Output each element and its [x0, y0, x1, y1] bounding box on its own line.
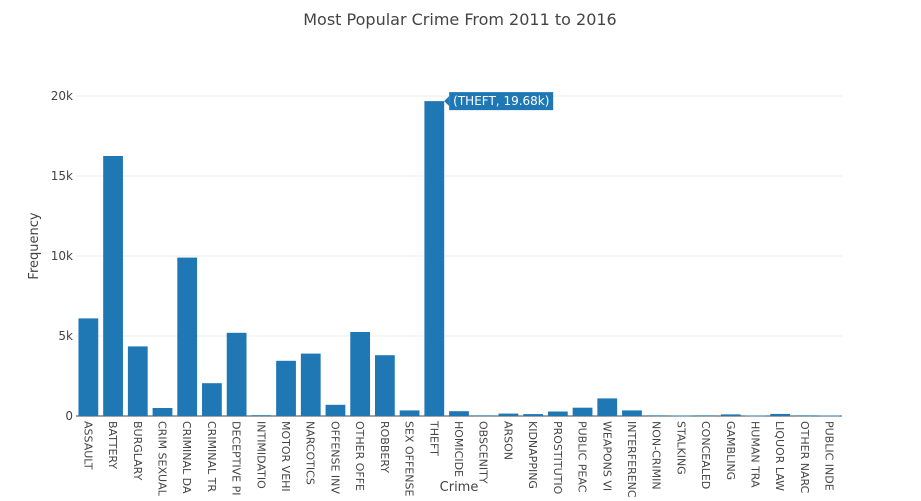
y-tick-label: 5k	[58, 329, 73, 343]
bar-concealed[interactable]	[696, 415, 716, 417]
y-axis-title: Frequency	[27, 212, 42, 279]
bar-battery[interactable]	[103, 156, 123, 416]
x-tick-label: GAMBLING	[724, 421, 737, 480]
x-tick-label: KIDNAPPING	[526, 421, 539, 489]
x-tick-label: THEFT	[427, 420, 440, 456]
y-tick-label: 15k	[51, 169, 73, 183]
bar-robbery[interactable]	[374, 355, 395, 416]
bar-kidnapping[interactable]	[523, 414, 544, 416]
bar-deceptive-pi[interactable]	[226, 332, 247, 416]
x-tick-label: OBSCENITY	[477, 421, 490, 484]
x-tick-label: NARCOTICS	[304, 421, 317, 485]
bar-other-offe[interactable]	[350, 332, 371, 416]
x-tick-label: MOTOR VEHI	[279, 421, 292, 492]
x-tick-label: PUBLIC INDE	[823, 421, 836, 491]
bar-burglary[interactable]	[127, 346, 148, 416]
x-tick-label: WEAPONS VI	[600, 421, 613, 491]
x-tick-label: CRIMINAL DA	[180, 421, 193, 494]
bar-gambling[interactable]	[720, 414, 741, 416]
bar-theft[interactable]	[424, 101, 445, 417]
bar-assault[interactable]	[78, 318, 99, 416]
bar-public-inde[interactable]	[819, 415, 840, 417]
bar-crim-sexual[interactable]	[152, 408, 173, 416]
tooltip-box	[449, 92, 554, 111]
bar-interferenc[interactable]	[622, 410, 642, 416]
x-tick-label: ROBBERY	[378, 421, 391, 473]
hover-tooltip: (THEFT, 19.68k)	[444, 92, 554, 111]
bar-homicide[interactable]	[449, 411, 469, 416]
bar-weapons-vi[interactable]	[597, 398, 618, 416]
x-tick-label: INTIMIDATIO	[254, 421, 267, 489]
bar-other-narc[interactable]	[795, 415, 815, 417]
x-axis-title: Crime	[440, 480, 479, 495]
x-tick-label: OTHER NARC	[798, 421, 811, 494]
x-tick-label: CONCEALED	[699, 421, 712, 489]
x-tick-label: BURGLARY	[131, 421, 144, 481]
x-tick-label: HOMICIDE	[452, 421, 465, 477]
x-tick-label: CRIM SEXUAL	[155, 421, 168, 497]
tooltip-label: (THEFT, 19.68k)	[453, 94, 549, 108]
x-tick-label: NON-CRIMIN	[650, 421, 663, 490]
bar-motor-vehi[interactable]	[276, 360, 296, 416]
x-tick-label: CRIMINAL TR	[205, 421, 218, 492]
x-tick-label: ARSON	[501, 421, 514, 460]
x-tick-label: LIQUOR LAW	[773, 421, 786, 491]
bar-human-tra[interactable]	[745, 415, 766, 417]
bar-liquor-law[interactable]	[770, 413, 791, 416]
y-tick-label: 10k	[51, 249, 73, 263]
x-tick-label: OTHER OFFE	[353, 421, 366, 491]
bar-criminal-tr[interactable]	[202, 383, 222, 416]
bar-sex-offense[interactable]	[399, 410, 420, 416]
bar-narcotics[interactable]	[300, 353, 321, 416]
bar-public-peac[interactable]	[572, 407, 593, 416]
y-axis-ticks: 0 5k 10k 15k 20k	[51, 89, 73, 423]
bars[interactable]	[78, 101, 840, 417]
bar-prostitutio[interactable]	[547, 411, 568, 416]
bar-offense-inv[interactable]	[325, 404, 346, 416]
x-axis-ticks: ASSAULT BATTERY BURGLARY CRIM SEXUAL CRIMINA…	[81, 420, 836, 498]
bar-arson[interactable]	[498, 413, 519, 416]
bar-intimidatio[interactable]	[251, 415, 272, 416]
x-tick-label: SEX OFFENSE	[403, 421, 416, 496]
x-tick-label: DECEPTIVE PI	[230, 421, 243, 496]
x-tick-label: OFFENSE INV	[328, 421, 341, 494]
bar-stalking[interactable]	[671, 415, 692, 417]
tooltip-pointer	[444, 96, 450, 107]
bar-obscenity[interactable]	[473, 415, 494, 417]
x-tick-label: PROSTITUTIO	[551, 421, 564, 495]
chart-title: Most Popular Crime From 2011 to 2016	[303, 10, 616, 29]
bar-criminal-da[interactable]	[177, 257, 198, 416]
y-tick-label: 0	[65, 409, 73, 423]
x-tick-label: STALKING	[674, 421, 687, 475]
bar-non-crimin[interactable]	[646, 415, 667, 417]
x-tick-label: PUBLIC PEAC	[576, 421, 589, 493]
y-tick-label: 20k	[51, 89, 73, 103]
x-tick-label: INTERFERENC	[625, 421, 638, 497]
x-tick-label: ASSAULT	[81, 421, 94, 470]
x-tick-label: BATTERY	[106, 421, 119, 469]
x-tick-label: HUMAN TRA	[749, 421, 762, 488]
